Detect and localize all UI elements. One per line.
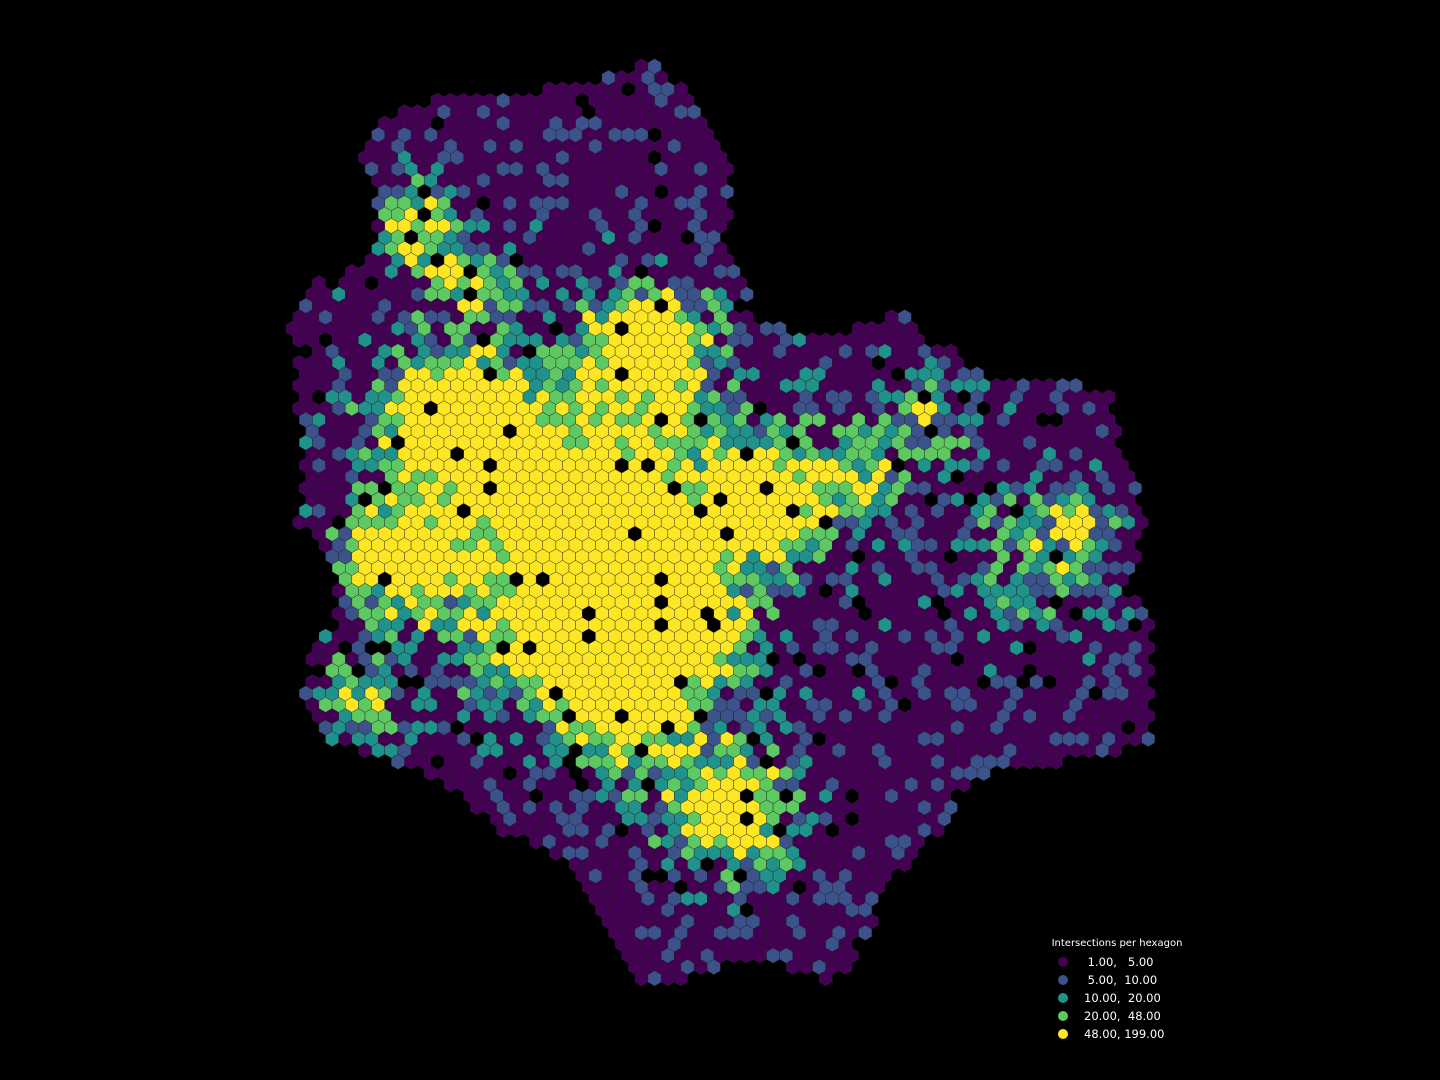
legend-swatch (1058, 993, 1068, 1003)
legend-label: 20.00, 48.00 (1084, 1009, 1161, 1023)
legend-swatch (1058, 1011, 1068, 1021)
legend-label: 10.00, 20.00 (1084, 991, 1161, 1005)
legend-swatch (1058, 957, 1068, 967)
legend-item: 1.00, 5.00 (1040, 953, 1190, 971)
legend-item: 10.00, 20.00 (1040, 989, 1190, 1007)
hexbin-layer (285, 58, 1155, 987)
legend-item: 5.00, 10.00 (1040, 971, 1190, 989)
legend: Intersections per hexagon 1.00, 5.00 5.0… (1040, 938, 1190, 1043)
legend-swatch (1058, 1029, 1068, 1039)
legend-label: 48.00, 199.00 (1084, 1027, 1165, 1041)
legend-label: 5.00, 10.00 (1084, 973, 1158, 987)
legend-label: 1.00, 5.00 (1084, 955, 1154, 969)
legend-swatch (1058, 975, 1068, 985)
legend-title: Intersections per hexagon (1051, 938, 1183, 949)
hexagon (740, 286, 754, 303)
legend-item: 20.00, 48.00 (1040, 1007, 1190, 1025)
legend-item: 48.00, 199.00 (1040, 1025, 1190, 1043)
